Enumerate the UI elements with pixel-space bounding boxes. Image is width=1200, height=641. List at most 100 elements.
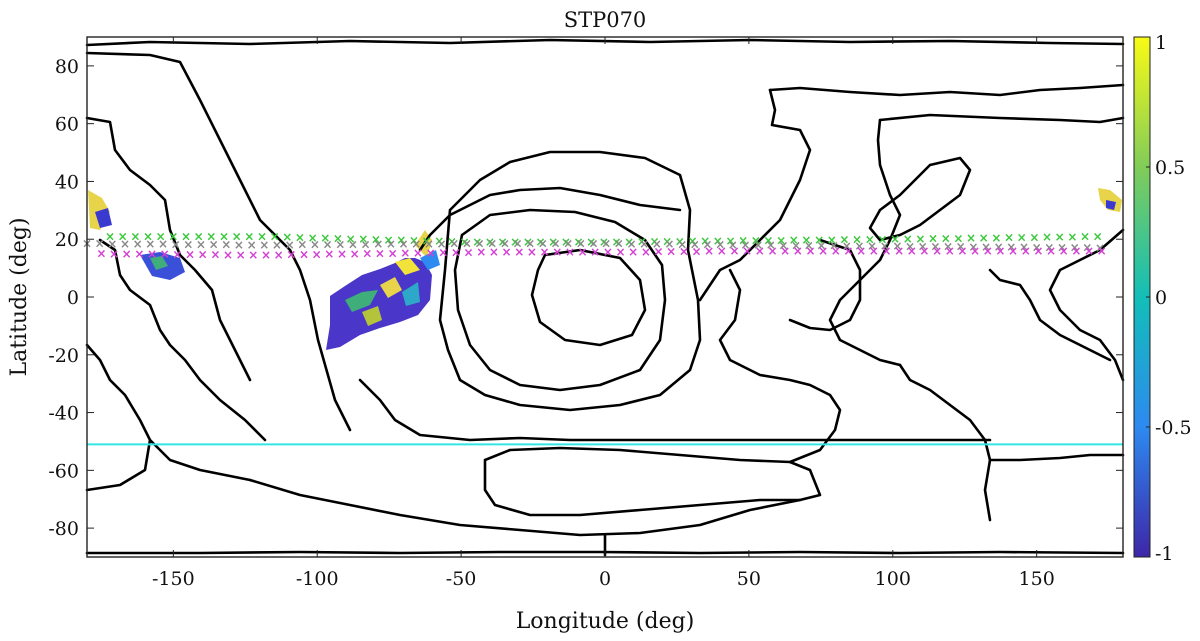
track-marker: ×	[816, 239, 826, 253]
x-tick-label: -150	[152, 568, 195, 590]
track-marker: ×	[274, 248, 284, 262]
track-marker: ×	[624, 235, 634, 249]
boundary-east-bottom	[988, 453, 1125, 462]
track-marker: ×	[160, 247, 170, 261]
track-marker: ×	[1033, 244, 1043, 258]
track-marker: ×	[930, 240, 940, 254]
track-marker: ×	[970, 244, 980, 258]
track-marker: ×	[324, 247, 334, 261]
track-marker: ×	[767, 244, 777, 258]
track-marker: ×	[742, 244, 752, 258]
track-marker: ×	[312, 247, 322, 261]
boundary-ring-outer	[438, 150, 702, 412]
boundary-east-lower	[718, 268, 842, 464]
track-marker: ×	[1008, 244, 1018, 258]
track-marker: ×	[437, 237, 447, 251]
data-patch	[362, 306, 382, 326]
data-patch	[1106, 200, 1116, 210]
data-patch	[326, 258, 432, 350]
track-marker: ×	[679, 244, 689, 258]
track-marker: ×	[565, 245, 575, 259]
track-marker: ×	[892, 239, 902, 253]
track-marker: ×	[396, 233, 406, 247]
track-marker: ×	[143, 229, 153, 243]
plot-background	[87, 37, 1123, 557]
data-patch	[1098, 188, 1122, 212]
track-marker: ×	[573, 235, 583, 249]
track-marker: ×	[527, 245, 537, 259]
boundary-south-long	[248, 478, 802, 537]
y-tick-label: 0	[67, 287, 79, 309]
track-marker: ×	[502, 245, 512, 259]
data-patch	[345, 290, 378, 312]
track-marker: ×	[434, 234, 444, 248]
track-marker: ×	[725, 234, 735, 248]
track-marker: ×	[399, 237, 409, 251]
track-marker: ×	[95, 237, 105, 251]
track-marker: ×	[109, 247, 119, 261]
track-marker: ×	[122, 247, 132, 261]
track-marker: ×	[219, 229, 229, 243]
track-marker: ×	[869, 244, 879, 258]
track-marker: ×	[335, 237, 345, 251]
y-tick-label: -60	[48, 460, 79, 482]
track-marker: ×	[1032, 240, 1042, 254]
boundary-west-coast	[85, 116, 252, 382]
track-marker: ×	[525, 237, 535, 251]
y-tick-label: 60	[55, 114, 79, 136]
track-marker: ×	[664, 237, 674, 251]
track-marker: ×	[766, 238, 776, 252]
track-marker: ×	[907, 244, 917, 258]
track-marker: ×	[476, 245, 486, 259]
track-marker: ×	[447, 234, 457, 248]
track-marker: ×	[852, 233, 862, 247]
track-marker: ×	[409, 233, 419, 247]
track-marker: ×	[1070, 241, 1080, 255]
track-marker: ×	[133, 237, 143, 251]
track-marker: ×	[500, 237, 510, 251]
x-tick-label: 150	[1019, 568, 1055, 590]
boundary-east-coast	[1048, 228, 1125, 382]
track-marker: ×	[196, 238, 206, 252]
boundary-north	[85, 38, 1125, 47]
track-marker: ×	[915, 232, 925, 246]
track-marker: ×	[957, 244, 967, 258]
y-tick-label: -40	[48, 403, 79, 425]
track-marker: ×	[611, 235, 621, 249]
track-marker: ×	[485, 235, 495, 249]
track-marker: ×	[358, 232, 368, 246]
track-marker: ×	[814, 233, 824, 247]
track-marker: ×	[1067, 230, 1077, 244]
track-marker: ×	[1080, 230, 1090, 244]
track-marker: ×	[536, 235, 546, 249]
y-tick-label: 20	[55, 229, 79, 251]
track-marker: ×	[1095, 241, 1105, 255]
track-marker: ×	[578, 245, 588, 259]
track-marker: ×	[839, 233, 849, 247]
track-marker: ×	[966, 231, 976, 245]
x-axis: -150 -100 -50 0 50 100 150	[152, 37, 1055, 590]
track-marker: ×	[793, 244, 803, 258]
track-marker: ×	[464, 245, 474, 259]
track-marker: ×	[400, 246, 410, 260]
track-marker: ×	[185, 247, 195, 261]
boundary-east-upper	[698, 88, 812, 302]
track-marker: ×	[105, 229, 115, 243]
track-marker: ×	[1097, 244, 1107, 258]
track-marker: ×	[763, 233, 773, 247]
track-marker: ×	[375, 247, 385, 261]
track-marker: ×	[637, 235, 647, 249]
track-marker: ×	[1042, 230, 1052, 244]
boundary-east-south	[898, 363, 992, 522]
track-marker: ×	[384, 233, 394, 247]
track-marker: ×	[776, 233, 786, 247]
track-marker: ×	[994, 240, 1004, 254]
track-marker: ×	[223, 248, 233, 262]
track-marker: ×	[221, 238, 231, 252]
track-marker: ×	[945, 244, 955, 258]
boundary-west-inner	[98, 238, 267, 442]
track-marker: ×	[183, 237, 193, 251]
track-marker: ×	[704, 244, 714, 258]
track-marker: ×	[919, 244, 929, 258]
track-marker: ×	[677, 237, 687, 251]
